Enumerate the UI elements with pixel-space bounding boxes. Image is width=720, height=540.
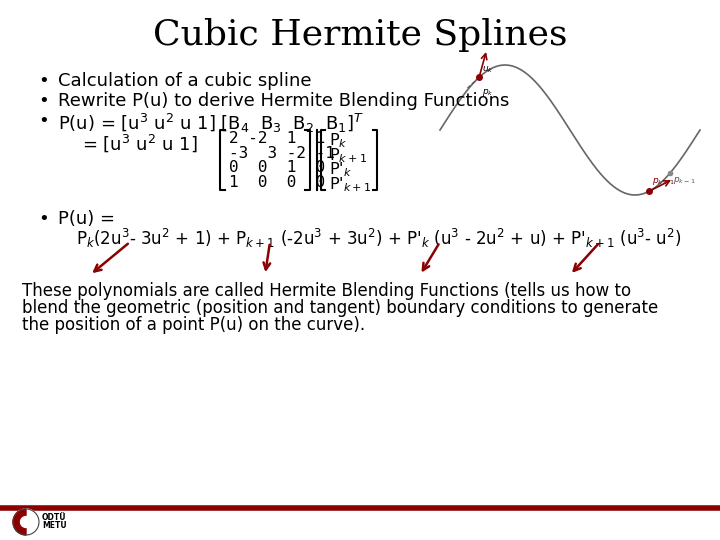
Text: •: • xyxy=(38,112,49,130)
Text: $p_k$: $p_k$ xyxy=(482,87,494,98)
Text: $p_{k-1}$: $p_{k-1}$ xyxy=(673,174,696,186)
Text: 1  0  0  0: 1 0 0 0 xyxy=(229,175,325,190)
Text: P(u) = [u$^3$ u$^2$ u 1] [B$_4$  B$_3$  B$_2$  B$_1$]$^T$: P(u) = [u$^3$ u$^2$ u 1] [B$_4$ B$_3$ B$… xyxy=(58,112,364,135)
Text: P'$_{k+1}$: P'$_{k+1}$ xyxy=(329,175,372,194)
Text: •: • xyxy=(38,92,49,110)
Text: -3  3 -2 -1: -3 3 -2 -1 xyxy=(229,146,335,161)
Text: = [u$^3$ u$^2$ u 1]: = [u$^3$ u$^2$ u 1] xyxy=(82,132,197,154)
Text: blend the geometric (position and tangent) boundary conditions to generate: blend the geometric (position and tangen… xyxy=(22,299,658,317)
Text: Calculation of a cubic spline: Calculation of a cubic spline xyxy=(58,72,312,90)
Text: METU: METU xyxy=(42,522,67,530)
Text: P(u) =: P(u) = xyxy=(58,210,115,228)
Text: the position of a point P(u) on the curve).: the position of a point P(u) on the curv… xyxy=(22,316,365,334)
Text: 2 -2  1  1: 2 -2 1 1 xyxy=(229,131,325,146)
Text: P$_k$(2u$^3$- 3u$^2$ + 1) + P$_{k+1}$ (-2u$^3$ + 3u$^2$) + P'$_k$ (u$^3$ - 2u$^2: P$_k$(2u$^3$- 3u$^2$ + 1) + P$_{k+1}$ (-… xyxy=(76,227,682,250)
Wedge shape xyxy=(13,509,26,535)
Text: Cubic Hermite Splines: Cubic Hermite Splines xyxy=(153,18,567,52)
Text: •: • xyxy=(38,210,49,228)
Text: •: • xyxy=(38,72,49,90)
Circle shape xyxy=(13,509,39,535)
Text: ODTÜ: ODTÜ xyxy=(42,514,66,523)
Text: P$_{k+1}$: P$_{k+1}$ xyxy=(329,146,367,165)
Text: $p_{k+1}$: $p_{k+1}$ xyxy=(652,177,675,187)
Circle shape xyxy=(21,517,32,528)
Text: $u_k$: $u_k$ xyxy=(482,65,494,75)
Text: P'$_k$: P'$_k$ xyxy=(329,160,352,179)
Text: Rewrite P(u) to derive Hermite Blending Functions: Rewrite P(u) to derive Hermite Blending … xyxy=(58,92,509,110)
Text: P$_k$: P$_k$ xyxy=(329,131,348,150)
Text: These polynomials are called Hermite Blending Functions (tells us how to: These polynomials are called Hermite Ble… xyxy=(22,282,631,300)
Text: 0  0  1  0: 0 0 1 0 xyxy=(229,160,325,175)
